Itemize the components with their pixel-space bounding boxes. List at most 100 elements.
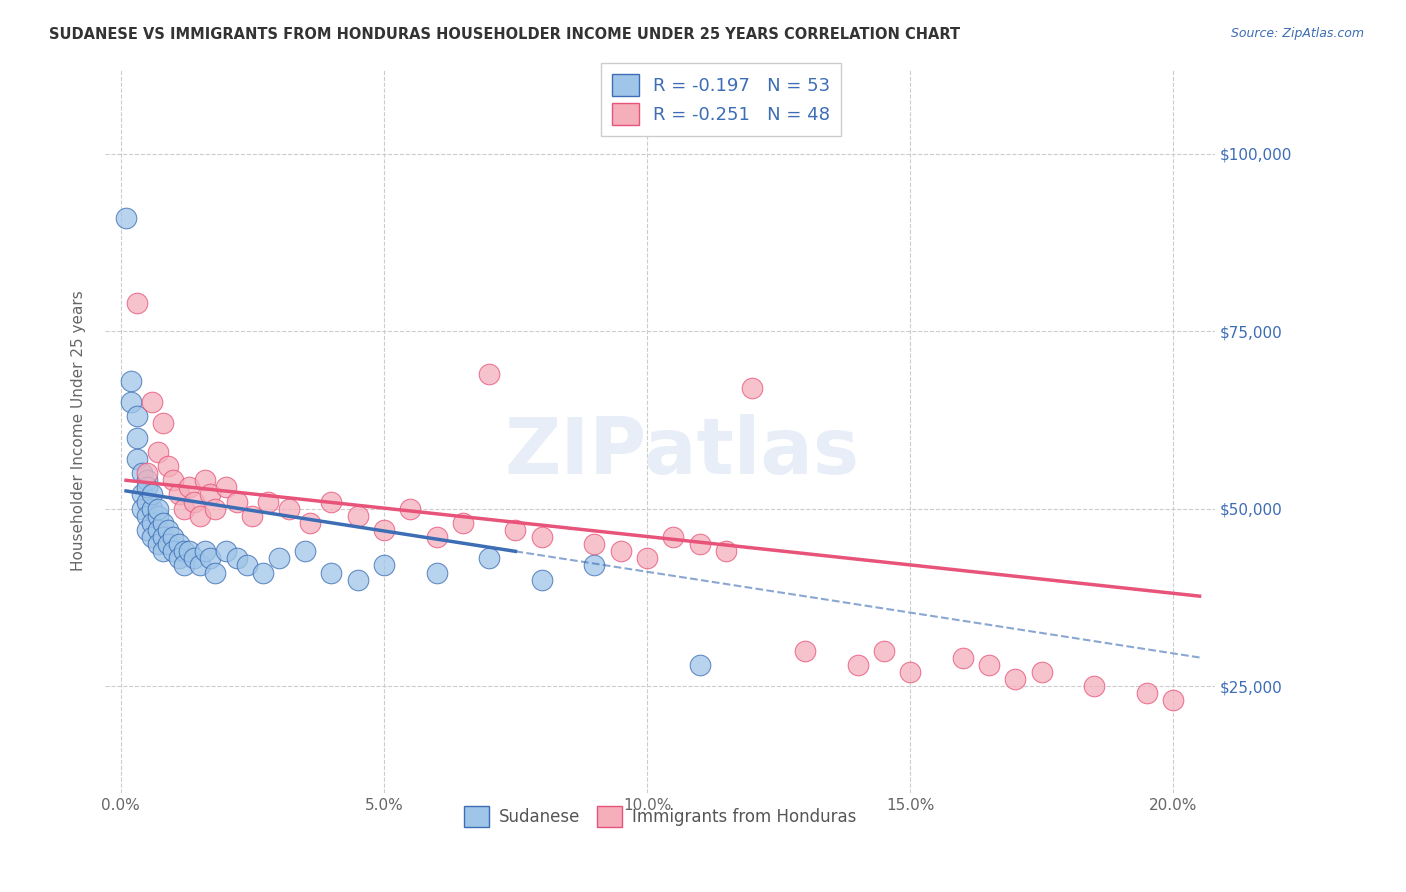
Point (125, 295, 148, 310)
Point (478, 367, 501, 381)
Point (636, 551, 658, 566)
Point (373, 523, 395, 537)
Point (689, 657, 711, 672)
Point (157, 523, 180, 537)
Point (146, 501, 169, 516)
Point (136, 466, 159, 480)
Point (173, 544, 195, 558)
Point (236, 558, 259, 573)
Point (346, 508, 368, 523)
Point (162, 473, 184, 487)
Point (846, 657, 869, 672)
Point (204, 566, 226, 580)
Point (793, 643, 815, 657)
Point (125, 431, 148, 445)
Point (141, 395, 163, 409)
Point (583, 537, 606, 551)
Point (120, 395, 142, 409)
Point (136, 523, 159, 537)
Point (505, 523, 527, 537)
Point (294, 544, 316, 558)
Point (115, 211, 138, 225)
Point (167, 537, 190, 551)
Point (146, 523, 169, 537)
Point (125, 452, 148, 467)
Point (120, 374, 142, 388)
Text: Source: ZipAtlas.com: Source: ZipAtlas.com (1230, 27, 1364, 40)
Point (583, 558, 606, 573)
Point (278, 501, 301, 516)
Point (873, 643, 896, 657)
Point (257, 494, 280, 508)
Point (1031, 665, 1053, 679)
Point (399, 501, 422, 516)
Point (689, 537, 711, 551)
Point (478, 551, 501, 566)
Point (1136, 686, 1159, 700)
Point (141, 530, 163, 544)
Legend: Sudanese, Immigrants from Honduras: Sudanese, Immigrants from Honduras (456, 798, 865, 835)
Point (898, 665, 921, 679)
Point (714, 544, 737, 558)
Point (188, 558, 211, 573)
Point (200, 551, 222, 566)
Point (425, 530, 447, 544)
Point (157, 459, 180, 474)
Text: SUDANESE VS IMMIGRANTS FROM HONDURAS HOUSEHOLDER INCOME UNDER 25 YEARS CORRELATI: SUDANESE VS IMMIGRANTS FROM HONDURAS HOU… (49, 27, 960, 42)
Point (346, 573, 368, 587)
Point (299, 516, 322, 530)
Point (179, 544, 201, 558)
Point (173, 558, 195, 573)
Text: ZIPatlas: ZIPatlas (505, 414, 860, 491)
Point (425, 566, 447, 580)
Point (131, 487, 153, 501)
Y-axis label: Householder Income Under 25 years: Householder Income Under 25 years (72, 290, 86, 571)
Point (215, 544, 238, 558)
Point (162, 544, 184, 558)
Point (530, 573, 553, 587)
Point (157, 537, 180, 551)
Point (136, 473, 159, 487)
Point (167, 551, 190, 566)
Point (977, 657, 1000, 672)
Point (183, 494, 205, 508)
Point (609, 544, 631, 558)
Point (141, 516, 163, 530)
Point (741, 381, 763, 395)
Point (530, 530, 553, 544)
Point (321, 566, 343, 580)
Point (136, 494, 159, 508)
Point (146, 537, 169, 551)
Point (131, 501, 153, 516)
Point (240, 508, 263, 523)
Point (225, 551, 247, 566)
Point (179, 480, 201, 494)
Point (136, 508, 159, 523)
Point (321, 494, 343, 508)
Point (952, 650, 974, 665)
Point (146, 508, 169, 523)
Point (1161, 693, 1184, 707)
Point (152, 516, 174, 530)
Point (131, 466, 153, 480)
Point (1083, 679, 1105, 693)
Point (662, 530, 685, 544)
Point (225, 494, 247, 508)
Point (136, 480, 159, 494)
Point (200, 487, 222, 501)
Point (141, 487, 163, 501)
Point (451, 516, 474, 530)
Point (373, 558, 395, 573)
Point (167, 487, 190, 501)
Point (183, 551, 205, 566)
Point (204, 501, 226, 516)
Point (125, 409, 148, 424)
Point (1004, 672, 1026, 686)
Point (152, 530, 174, 544)
Point (141, 501, 163, 516)
Point (146, 445, 169, 459)
Point (152, 417, 174, 431)
Point (194, 473, 217, 487)
Point (152, 544, 174, 558)
Point (267, 551, 290, 566)
